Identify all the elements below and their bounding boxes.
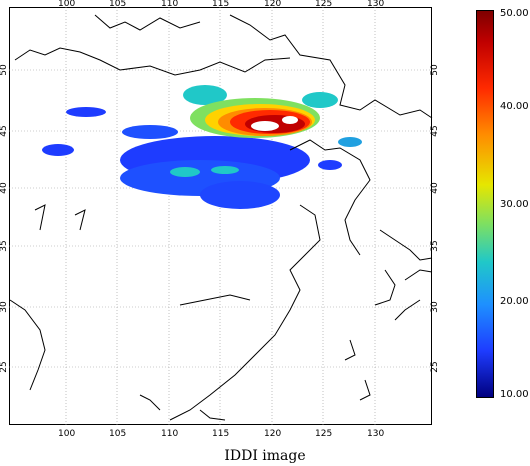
bottom-lon-label: 120 xyxy=(264,429,282,439)
figure-caption: IDDI image xyxy=(224,448,306,464)
colorbar-label: 20.00 xyxy=(500,296,529,307)
left-lat-label: 50 xyxy=(0,64,9,76)
top-lon-label: 115 xyxy=(212,0,230,9)
gridlines xyxy=(9,7,432,425)
top-lon-label: 110 xyxy=(161,0,179,9)
top-lon-label: 130 xyxy=(367,0,385,9)
top-lon-label: 125 xyxy=(315,0,333,9)
right-lat-label: 35 xyxy=(430,240,440,252)
map-frame xyxy=(9,7,432,425)
bottom-lon-label: 100 xyxy=(58,429,76,439)
top-lon-label: 120 xyxy=(264,0,282,9)
left-lat-label: 35 xyxy=(0,240,9,252)
left-lat-label: 25 xyxy=(0,361,9,373)
right-lat-label: 50 xyxy=(430,64,440,76)
coastlines xyxy=(9,14,433,421)
top-lon-label: 100 xyxy=(58,0,76,9)
colorbar xyxy=(476,10,494,398)
colorbar-label: 10.00 xyxy=(500,389,529,400)
right-lat-label: 45 xyxy=(430,125,440,137)
bottom-lon-label: 125 xyxy=(315,429,333,439)
left-lat-label: 30 xyxy=(0,301,9,313)
bottom-lon-label: 110 xyxy=(161,429,179,439)
right-lat-label: 25 xyxy=(430,361,440,373)
right-lat-label: 30 xyxy=(430,301,440,313)
left-lat-label: 45 xyxy=(0,125,9,137)
colorbar-label: 30.00 xyxy=(500,199,529,210)
top-lon-label: 105 xyxy=(109,0,127,9)
aerosol-plume xyxy=(42,85,362,209)
right-lat-label: 40 xyxy=(430,182,440,194)
bottom-lon-label: 115 xyxy=(212,429,230,439)
colorbar-label: 50.00 xyxy=(500,8,529,19)
bottom-lon-label: 130 xyxy=(367,429,385,439)
left-lat-label: 40 xyxy=(0,182,9,194)
bottom-lon-label: 105 xyxy=(109,429,127,439)
colorbar-label: 40.00 xyxy=(500,101,529,112)
